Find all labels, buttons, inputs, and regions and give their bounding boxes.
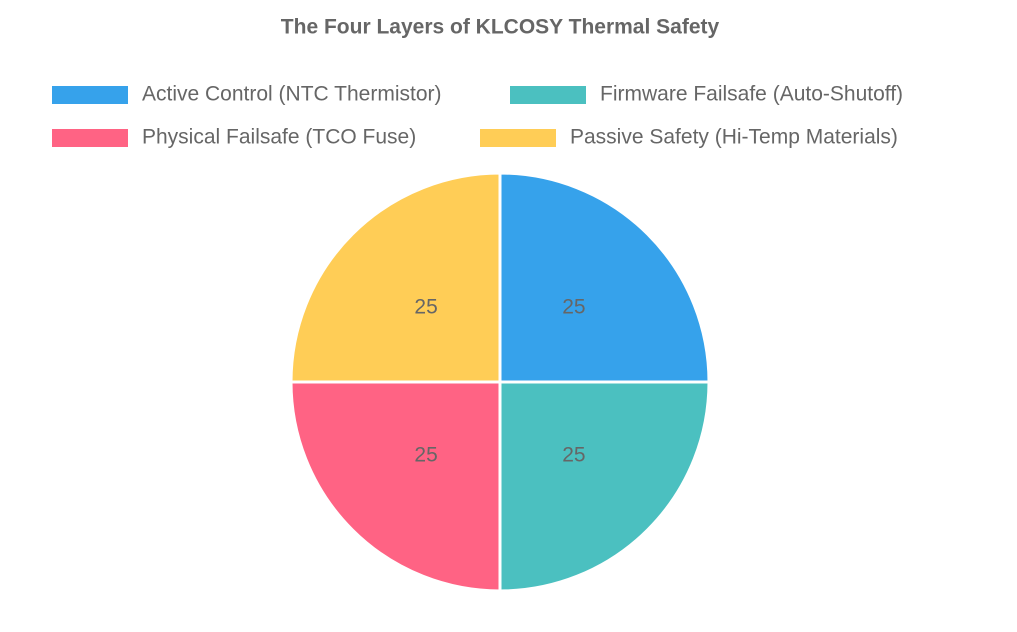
pie-slice — [289, 171, 502, 384]
data-label: 25 — [562, 443, 585, 466]
legend-label: Active Control (NTC Thermistor) — [142, 83, 442, 106]
pie-slice — [498, 171, 711, 384]
chart-title: The Four Layers of KLCOSY Thermal Safety — [281, 16, 720, 39]
legend-swatch — [52, 86, 128, 104]
legend-swatch — [52, 129, 128, 147]
legend-swatch — [480, 129, 556, 147]
pie-slice — [289, 380, 502, 593]
legend-label: Physical Failsafe (TCO Fuse) — [142, 126, 416, 149]
legend-label: Firmware Failsafe (Auto-Shutoff) — [600, 83, 903, 106]
legend-swatch — [510, 86, 586, 104]
pie-slice — [498, 380, 711, 593]
data-label: 25 — [414, 296, 437, 319]
data-label: 25 — [562, 296, 585, 319]
legend-label: Passive Safety (Hi-Temp Materials) — [570, 126, 898, 149]
data-label: 25 — [414, 443, 437, 466]
